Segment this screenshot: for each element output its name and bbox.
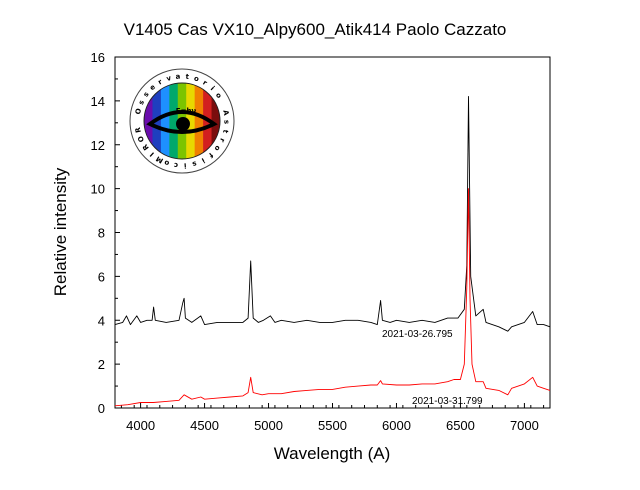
x-tick-label: 7000	[510, 418, 539, 433]
axis-ticks: 4000 4500 5000 5500 6000 6500 7000 0 2 4 6 8 10 12 14 1…	[91, 50, 545, 433]
logo-ring-letter: s	[142, 90, 151, 98]
y-tick-label: 2	[98, 357, 105, 372]
logo-spectrum-stripe	[186, 83, 196, 159]
logo-ring-letter: I	[149, 150, 156, 158]
logo-ring-letter: c	[173, 161, 178, 169]
logo-ring-letter: t	[185, 73, 190, 81]
logo-ring-letter: o	[163, 158, 170, 167]
logo-center-text: E=hν	[176, 107, 197, 115]
logo-ring-letter: R	[141, 142, 151, 152]
x-tick-label: 5500	[318, 418, 347, 433]
logo-ring-letter: i	[200, 156, 206, 164]
logo-ring-letter: A	[221, 109, 230, 116]
y-tick-label: 8	[98, 226, 105, 241]
logo-ring-letter: r	[218, 137, 227, 144]
eye-icon	[146, 110, 218, 134]
logo-ring-letter: o	[214, 91, 223, 100]
logo-ring-letter: o	[193, 74, 200, 83]
logo-ring-letter: i	[209, 85, 216, 92]
logo-inner-ring	[143, 82, 221, 160]
y-tick-label: 4	[98, 313, 105, 328]
y-tick-label: 0	[98, 401, 105, 416]
logo-ring-letter: O	[136, 135, 146, 144]
annotation-date-2: 2021-03-31.799	[412, 396, 483, 407]
logo-spectrum-stripe	[194, 83, 204, 159]
logo-ring-letter: s	[191, 159, 197, 168]
x-tick-label: 6500	[446, 418, 475, 433]
logo-ring-letter: r	[157, 78, 164, 87]
logo-spectrum-stripe	[144, 83, 153, 159]
logo-ring-letter: t	[221, 129, 230, 135]
logo-ring-letter: o	[213, 144, 222, 153]
y-axis-title: Relative intensity	[51, 167, 70, 296]
x-tick-label: 4500	[190, 418, 219, 433]
logo-ring-letter: e	[148, 83, 157, 92]
x-tick-label: 5000	[254, 418, 283, 433]
logo-ring-letter: s	[137, 99, 146, 106]
y-tick-label: 12	[91, 138, 105, 153]
y-tick-label: 10	[91, 182, 105, 197]
chart-title: V1405 Cas VX10_Alpy600_Atik414 Paolo Caz…	[124, 20, 507, 39]
logo-ring-letter: r	[201, 79, 209, 88]
x-tick-label: 6000	[382, 418, 411, 433]
series-line-1	[114, 96, 551, 332]
logo-ring-letter: a	[175, 72, 181, 80]
series-line-2	[114, 188, 551, 407]
series-layer	[114, 96, 551, 407]
logo-ring-letter: s	[222, 120, 230, 124]
logo-ring-letter: i	[184, 161, 187, 169]
y-tick-label: 6	[98, 269, 105, 284]
logo-ring-letter: O	[134, 108, 143, 116]
logo-spectrum-stripe	[160, 83, 170, 159]
logo-ring-letter: M	[155, 154, 165, 164]
x-tick-label: 4000	[126, 418, 155, 433]
x-axis-title: Wavelength (A)	[274, 444, 391, 463]
logo-spectrum-stripe	[169, 83, 179, 159]
logo-ring-letter: v	[165, 74, 172, 83]
logo-spectrum-stripe	[211, 83, 220, 159]
eye-pupil-icon	[176, 117, 190, 131]
logo-ring-letter: f	[206, 151, 214, 160]
annotation-date-1: 2021-03-26.795	[382, 329, 453, 340]
y-tick-label: 14	[91, 94, 105, 109]
y-tick-label: 16	[91, 50, 105, 65]
logo-ring-letter: R	[134, 126, 143, 134]
